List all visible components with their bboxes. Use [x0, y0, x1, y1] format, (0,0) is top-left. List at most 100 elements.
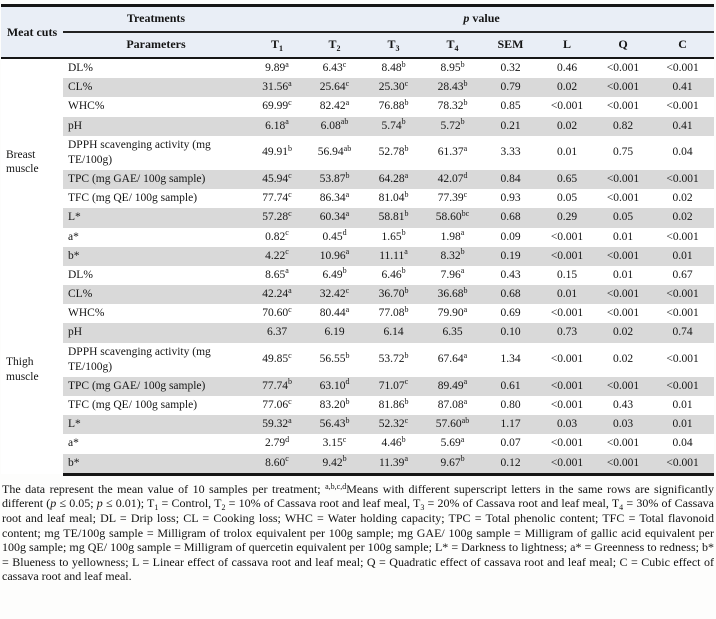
column-header: T4	[423, 32, 482, 59]
value-cell: 0.02	[595, 342, 651, 377]
value-cell: 11.11a	[364, 246, 423, 266]
value-cell: 0.19	[482, 246, 539, 266]
value-cell: 0.05	[595, 208, 651, 228]
value-cell: 0.69	[482, 304, 539, 324]
table-footnote: The data represent the mean value of 10 …	[2, 481, 715, 584]
header-row-top: Meat cuts Treatments p value	[1, 5, 715, 59]
value-cell: 0.01	[595, 265, 651, 286]
value-cell: 0.68	[482, 208, 539, 228]
value-cell: 1.17	[482, 415, 539, 435]
value-cell: 49.85c	[249, 342, 305, 377]
group-label-cell: Breast muscle	[1, 58, 63, 266]
parameter-cell: TPC (mg GAE/ 100g sample)	[63, 170, 249, 190]
value-cell: 0.41	[651, 78, 715, 98]
value-cell: <0.001	[539, 304, 595, 324]
value-cell: 78.32b	[423, 97, 482, 117]
value-cell: <0.001	[595, 58, 651, 79]
value-cell: 82.42a	[305, 97, 364, 117]
header-treatments: Treatments	[63, 5, 249, 33]
value-cell: <0.001	[595, 170, 651, 190]
value-cell: 77.08b	[364, 304, 423, 324]
header-meat-cuts: Meat cuts	[1, 5, 63, 59]
table-row: a* 2.79d 3.15c 4.46b 5.69a 0.07 <0.001 <0.001 0.…	[1, 434, 715, 454]
value-cell: <0.001	[651, 97, 715, 117]
value-cell: 0.01	[539, 285, 595, 305]
parameter-cell: TFC (mg QE/ 100g sample)	[63, 189, 249, 209]
table-row: DPPH scavenging activity (mg TE/100g) 49.…	[1, 135, 715, 171]
value-cell: 0.68	[482, 285, 539, 305]
value-cell: 77.74c	[249, 189, 305, 209]
table-row: DPPH scavenging activity (mg TE/100g) 49.…	[1, 342, 715, 377]
value-cell: 0.01	[595, 227, 651, 247]
value-cell: 31.56a	[249, 78, 305, 98]
value-cell: 0.93	[482, 189, 539, 209]
parameter-cell: a*	[63, 434, 249, 454]
value-cell: 25.30c	[364, 78, 423, 98]
table-row: TFC (mg QE/ 100g sample) 77.74c 86.34a 81.0…	[1, 189, 715, 209]
parameter-cell: WHC%	[63, 304, 249, 324]
value-cell: 53.87b	[305, 170, 364, 190]
value-cell: <0.001	[595, 376, 651, 397]
value-cell: 6.08ab	[305, 116, 364, 136]
value-cell: 4.46b	[364, 434, 423, 454]
value-cell: 0.02	[651, 208, 715, 228]
value-cell: 0.15	[539, 265, 595, 286]
value-cell: 86.34a	[305, 189, 364, 209]
value-cell: <0.001	[651, 342, 715, 377]
value-cell: 58.81b	[364, 208, 423, 228]
parameter-cell: CL%	[63, 285, 249, 305]
value-cell: 4.22c	[249, 246, 305, 266]
parameter-cell: a*	[63, 227, 249, 247]
value-cell: 0.79	[482, 78, 539, 98]
parameter-cell: DPPH scavenging activity (mg TE/100g)	[63, 135, 249, 171]
value-cell: 42.24a	[249, 285, 305, 305]
table-row: L* 57.28c 60.34a 58.81b 58.60bc 0.68 0.29 0.05 0…	[1, 208, 715, 228]
value-cell: 0.03	[539, 415, 595, 435]
value-cell: 0.85	[482, 97, 539, 117]
value-cell: 9.67b	[423, 453, 482, 476]
header-row-columns: Parameters T1 T2 T3 T4 SEM L Q C	[1, 32, 715, 59]
value-cell: <0.001	[595, 97, 651, 117]
column-header: Q	[595, 32, 651, 59]
value-cell: 76.88b	[364, 97, 423, 117]
value-cell: 49.91b	[249, 135, 305, 171]
value-cell: 9.42b	[305, 453, 364, 476]
parameter-cell: b*	[63, 453, 249, 476]
value-cell: 0.02	[539, 116, 595, 136]
value-cell: 2.79d	[249, 434, 305, 454]
value-cell: 0.82c	[249, 227, 305, 247]
value-cell: 81.04b	[364, 189, 423, 209]
value-cell: 79.90a	[423, 304, 482, 324]
value-cell: <0.001	[539, 434, 595, 454]
value-cell: 0.01	[539, 135, 595, 171]
table-row: CL% 31.56a 25.64c 25.30c 28.43b 0.79 0.02 <0.00…	[1, 78, 715, 98]
value-cell: 77.06c	[249, 396, 305, 416]
header-p-value: p value	[249, 5, 715, 33]
value-cell: <0.001	[595, 304, 651, 324]
value-cell: 10.96a	[305, 246, 364, 266]
value-cell: 0.10	[482, 323, 539, 343]
value-cell: 0.74	[651, 323, 715, 343]
value-cell: 8.60c	[249, 453, 305, 476]
value-cell: 0.02	[651, 189, 715, 209]
parameter-cell: DPPH scavenging activity (mg TE/100g)	[63, 342, 249, 377]
column-header-parameters: Parameters	[63, 32, 249, 59]
value-cell: 1.98a	[423, 227, 482, 247]
value-cell: 0.43	[482, 265, 539, 286]
table-body: Breast muscle DL% 9.89a 6.43c 8.48b 8.95b 0.32…	[1, 58, 715, 476]
table-row: WHC% 69.99c 82.42a 76.88b 78.32b 0.85 <0.001 <0…	[1, 97, 715, 117]
value-cell: <0.001	[651, 58, 715, 79]
parameter-cell: DL%	[63, 265, 249, 286]
value-cell: 0.80	[482, 396, 539, 416]
value-cell: 63.10d	[305, 376, 364, 397]
value-cell: 61.37a	[423, 135, 482, 171]
value-cell: 0.09	[482, 227, 539, 247]
value-cell: 36.70b	[364, 285, 423, 305]
table-row: b* 4.22c 10.96a 11.11a 8.32b 0.19 <0.001 <0.001…	[1, 246, 715, 266]
table-row: L* 59.32a 56.43b 52.32c 57.60ab 1.17 0.03 0.03 0…	[1, 415, 715, 435]
parameter-cell: pH	[63, 116, 249, 136]
value-cell: 6.49b	[305, 265, 364, 286]
value-cell: 0.61	[482, 376, 539, 397]
table-row: Breast muscle DL% 9.89a 6.43c 8.48b 8.95b 0.32…	[1, 58, 715, 266]
